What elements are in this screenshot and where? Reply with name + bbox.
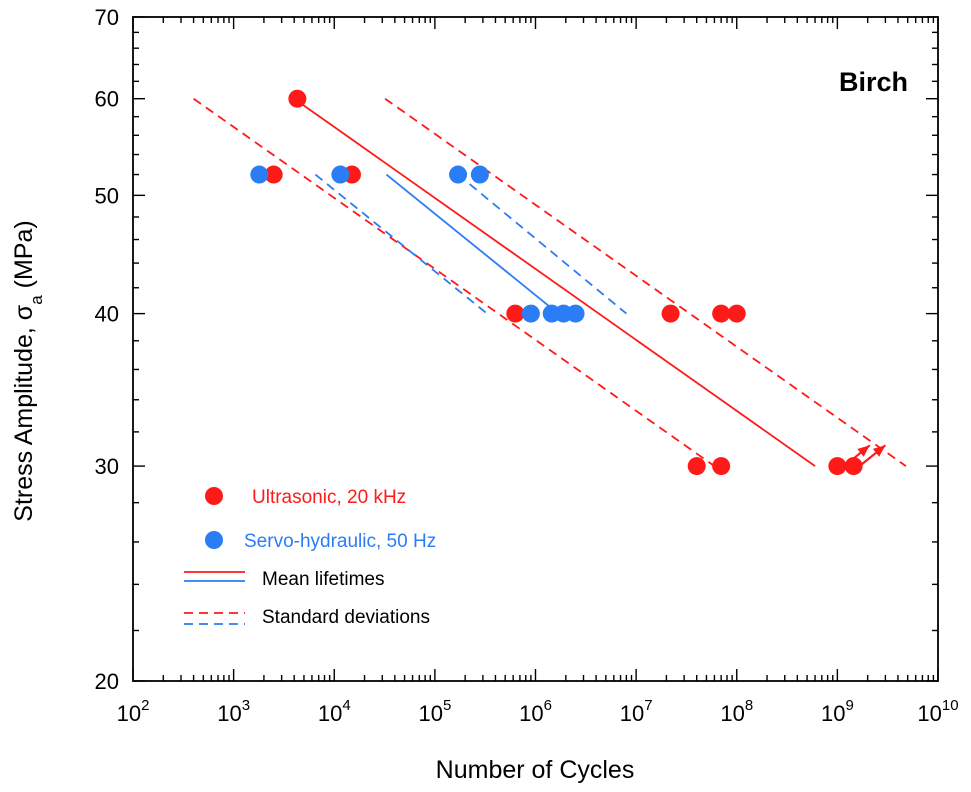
mean-line-0-1 bbox=[385, 173, 551, 308]
legend-ultrasonic-marker bbox=[205, 487, 223, 505]
runout-arrow-head bbox=[872, 445, 886, 457]
x-tick-exponent: 3 bbox=[242, 697, 250, 714]
data-point-ultrasonic-20-khz-0 bbox=[288, 89, 307, 108]
data-point-servo-hydraulic-50-hz-3 bbox=[470, 165, 489, 184]
std-dev-line-1-2 bbox=[314, 173, 488, 315]
x-axis-title: Number of Cycles bbox=[436, 756, 635, 784]
y-axis-title-subscript: a bbox=[27, 295, 46, 305]
data-point-servo-hydraulic-50-hz-4 bbox=[521, 304, 540, 323]
x-tick-exponent: 8 bbox=[745, 697, 753, 714]
data-point-ultrasonic-20-khz-8 bbox=[712, 457, 731, 476]
std-dev-line-1-1 bbox=[384, 97, 907, 467]
x-tick-exponent: 7 bbox=[644, 697, 652, 714]
data-point-servo-hydraulic-50-hz-2 bbox=[449, 165, 468, 184]
x-tick-label: 108 bbox=[720, 697, 753, 726]
x-tick-base: 10 bbox=[821, 701, 845, 726]
x-tick-exponent: 9 bbox=[845, 697, 853, 714]
data-point-ultrasonic-20-khz-9 bbox=[828, 457, 847, 476]
axis-ticks bbox=[132, 16, 939, 682]
mean-line-0-0 bbox=[293, 97, 816, 467]
legend: Ultrasonic, 20 kHz Servo-hydraulic, 50 H… bbox=[184, 487, 436, 628]
x-tick-label: 106 bbox=[519, 697, 552, 726]
x-tick-base: 10 bbox=[318, 701, 342, 726]
data-point-servo-hydraulic-50-hz-0 bbox=[250, 165, 269, 184]
data-point-ultrasonic-20-khz-4 bbox=[661, 304, 680, 323]
y-tick-label: 20 bbox=[95, 669, 119, 694]
x-tick-labels: 102 103 104 105 106 107 108 109 1010 bbox=[117, 697, 959, 726]
x-tick-label: 1010 bbox=[917, 697, 958, 726]
legend-mean-lifetimes-label: Mean lifetimes bbox=[262, 569, 385, 590]
y-axis-title-unit: (MPa) bbox=[10, 220, 38, 288]
x-tick-base: 10 bbox=[217, 701, 241, 726]
y-axis-title: Stress Amplitude, σa (MPa) bbox=[10, 220, 46, 521]
data-point-ultrasonic-20-khz-1 bbox=[264, 165, 283, 184]
x-tick-exponent: 2 bbox=[141, 697, 149, 714]
x-tick-base: 10 bbox=[620, 701, 644, 726]
data-point-ultrasonic-20-khz-7 bbox=[687, 457, 706, 476]
std-dev-line-1-3 bbox=[457, 173, 627, 315]
x-tick-label: 102 bbox=[117, 697, 150, 726]
legend-servo-hydraulic-label: Servo-hydraulic, 50 Hz bbox=[244, 531, 436, 552]
data-point-servo-hydraulic-50-hz-7 bbox=[566, 304, 585, 323]
x-tick-label: 109 bbox=[821, 697, 854, 726]
x-tick-label: 104 bbox=[318, 697, 351, 726]
data-points bbox=[250, 89, 863, 476]
x-tick-exponent: 10 bbox=[942, 697, 959, 714]
y-tick-label: 60 bbox=[95, 87, 119, 112]
x-tick-base: 10 bbox=[720, 701, 744, 726]
y-tick-label: 40 bbox=[95, 302, 119, 327]
std-dev-line-1-0 bbox=[193, 97, 715, 467]
x-tick-exponent: 6 bbox=[544, 697, 552, 714]
y-tick-label: 30 bbox=[95, 454, 119, 479]
x-tick-base: 10 bbox=[418, 701, 442, 726]
x-tick-label: 105 bbox=[418, 697, 451, 726]
data-point-servo-hydraulic-50-hz-1 bbox=[331, 165, 350, 184]
legend-ultrasonic-label: Ultrasonic, 20 kHz bbox=[252, 487, 406, 508]
runout-arrow-0 bbox=[844, 444, 871, 467]
x-tick-base: 10 bbox=[917, 701, 941, 726]
x-tick-exponent: 4 bbox=[342, 697, 350, 714]
x-tick-base: 10 bbox=[519, 701, 543, 726]
data-point-ultrasonic-20-khz-3 bbox=[506, 304, 525, 323]
data-point-ultrasonic-20-khz-5 bbox=[712, 304, 731, 323]
x-tick-base: 10 bbox=[117, 701, 141, 726]
y-tick-label: 70 bbox=[95, 5, 119, 30]
y-tick-labels: 20 30 40 50 60 70 bbox=[95, 5, 119, 694]
x-tick-label: 103 bbox=[217, 697, 250, 726]
data-point-ultrasonic-20-khz-6 bbox=[727, 304, 746, 323]
chart-title: Birch bbox=[839, 67, 908, 97]
runout-arrow-1 bbox=[859, 444, 887, 467]
runout-arrow-head bbox=[857, 445, 870, 457]
runout-arrows bbox=[844, 444, 887, 467]
x-tick-label: 107 bbox=[620, 697, 653, 726]
legend-servo-hydraulic-marker bbox=[205, 531, 223, 549]
fit-lines bbox=[193, 97, 907, 467]
y-axis-title-main: Stress Amplitude, σ bbox=[10, 304, 38, 521]
x-tick-exponent: 5 bbox=[443, 697, 451, 714]
y-axis-title-space bbox=[10, 288, 38, 295]
y-tick-label: 50 bbox=[95, 183, 119, 208]
legend-standard-deviations-label: Standard deviations bbox=[262, 607, 430, 628]
